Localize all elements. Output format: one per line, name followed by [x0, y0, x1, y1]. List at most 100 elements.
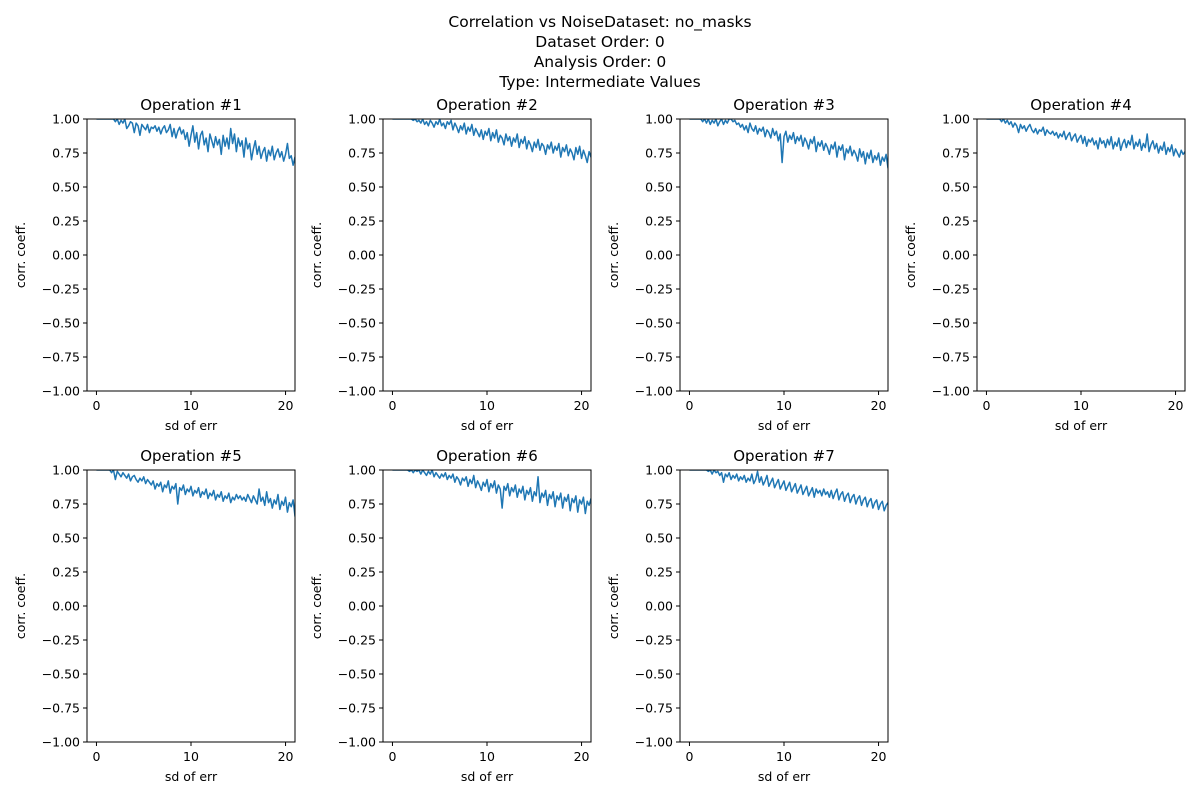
y-tick-label: 0.00	[348, 599, 376, 614]
y-tick-label: −0.50	[338, 667, 376, 682]
figure-title: Correlation vs NoiseDataset: no_masks Da…	[0, 12, 1200, 92]
y-tick-label: −1.00	[42, 384, 80, 399]
series-line-1	[96, 470, 295, 517]
y-tick-label: 0.50	[52, 531, 80, 546]
y-tick-label: 1.00	[348, 463, 376, 478]
y-tick-label: 0.25	[348, 214, 376, 229]
y-tick-label: −0.25	[635, 633, 673, 648]
axes-frame	[86, 469, 296, 743]
x-tick-label: 0	[685, 749, 693, 764]
y-axis-label: corr. coeff.	[903, 222, 918, 288]
x-tick-label: 20	[871, 749, 887, 764]
y-tick-label: 0.50	[348, 180, 376, 195]
y-tick-label: 1.00	[348, 112, 376, 127]
y-tick-label: −0.75	[42, 701, 80, 716]
y-tick-label: 0.75	[645, 146, 673, 161]
y-tick-label: −0.50	[42, 667, 80, 682]
x-tick-label: 10	[183, 749, 199, 764]
axes-frame	[679, 469, 889, 743]
y-tick-label: −0.25	[338, 282, 376, 297]
y-tick-label: −0.25	[42, 282, 80, 297]
axes-frame	[382, 469, 592, 743]
y-tick-label: 0.00	[645, 599, 673, 614]
y-tick-label: −0.50	[932, 316, 970, 331]
figure-title-line-3: Analysis Order: 0	[533, 53, 667, 71]
axes-frame	[86, 118, 296, 392]
y-tick-label: 0.00	[942, 248, 970, 263]
y-tick-label: −0.75	[635, 350, 673, 365]
series-line-1	[689, 470, 888, 512]
y-tick-label: 1.00	[645, 112, 673, 127]
y-axis-label: corr. coeff.	[606, 222, 621, 288]
y-tick-label: −0.25	[338, 633, 376, 648]
y-tick-label: 0.25	[942, 214, 970, 229]
y-axis-label: corr. coeff.	[13, 573, 28, 639]
y-tick-label: 0.25	[645, 565, 673, 580]
x-tick-label: 10	[776, 749, 792, 764]
y-tick-label: 0.50	[645, 180, 673, 195]
y-axis-label: corr. coeff.	[309, 573, 324, 639]
y-tick-label: 0.00	[52, 248, 80, 263]
x-axis-label: sd of err	[1055, 418, 1108, 433]
subplot-title: Operation #6	[436, 447, 538, 465]
x-tick-label: 0	[388, 749, 396, 764]
x-tick-label: 10	[1073, 398, 1089, 413]
series-line-1	[392, 119, 591, 164]
x-tick-label: 0	[388, 398, 396, 413]
y-tick-label: −1.00	[635, 735, 673, 750]
x-tick-label: 20	[574, 749, 590, 764]
subplot-title: Operation #3	[733, 96, 835, 114]
subplot-6: −1.00 −0.75 −0.50 −0.25 0.00 0.25 0.50 0.75 1.00…	[309, 447, 592, 784]
x-axis-label: sd of err	[165, 769, 218, 784]
y-axis-label: corr. coeff.	[606, 573, 621, 639]
y-tick-label: −0.75	[932, 350, 970, 365]
y-tick-label: 0.75	[52, 497, 80, 512]
x-tick-label: 20	[278, 398, 294, 413]
series-line-1	[689, 119, 888, 169]
series-line-1	[96, 119, 295, 166]
y-tick-label: −0.75	[338, 701, 376, 716]
figure-title-line-4: Type: Intermediate Values	[499, 73, 701, 91]
x-tick-label: 0	[92, 398, 100, 413]
subplot-3: −1.00 −0.75 −0.50 −0.25 0.00 0.25 0.50 0.75 1.00…	[606, 96, 889, 433]
x-axis-label: sd of err	[758, 769, 811, 784]
y-tick-label: 0.75	[942, 146, 970, 161]
y-tick-label: 0.75	[348, 497, 376, 512]
y-tick-label: 0.00	[348, 248, 376, 263]
y-tick-label: −0.25	[635, 282, 673, 297]
figure-title-line-2: Dataset Order: 0	[535, 33, 665, 51]
y-tick-label: −1.00	[635, 384, 673, 399]
y-tick-label: −0.25	[932, 282, 970, 297]
subplot-1: −1.00 −0.75 −0.50 −0.25 0.00 0.25 0.50 0.75 1.00…	[13, 96, 296, 433]
y-tick-label: 0.75	[645, 497, 673, 512]
x-tick-label: 0	[685, 398, 693, 413]
y-tick-label: 0.00	[52, 599, 80, 614]
y-tick-label: 0.25	[52, 565, 80, 580]
y-tick-label: 0.50	[942, 180, 970, 195]
subplot-title: Operation #2	[436, 96, 538, 114]
y-tick-label: −0.50	[635, 316, 673, 331]
x-tick-label: 20	[1168, 398, 1184, 413]
y-tick-label: −0.75	[42, 350, 80, 365]
y-tick-label: −0.50	[42, 316, 80, 331]
axes-frame	[976, 118, 1186, 392]
y-tick-label: 0.50	[348, 531, 376, 546]
x-axis-label: sd of err	[461, 418, 514, 433]
x-tick-label: 20	[871, 398, 887, 413]
subplot-5: −1.00 −0.75 −0.50 −0.25 0.00 0.25 0.50 0.75 1.00…	[13, 447, 296, 784]
y-tick-label: −0.25	[42, 633, 80, 648]
x-tick-label: 0	[982, 398, 990, 413]
y-tick-label: 0.50	[645, 531, 673, 546]
axes-frame	[382, 118, 592, 392]
figure-title-line-1: Correlation vs NoiseDataset: no_masks	[448, 13, 752, 31]
y-tick-label: −0.75	[338, 350, 376, 365]
x-tick-label: 10	[776, 398, 792, 413]
subplot-title: Operation #4	[1030, 96, 1132, 114]
y-tick-label: −0.50	[338, 316, 376, 331]
y-axis-label: corr. coeff.	[13, 222, 28, 288]
y-tick-label: −1.00	[932, 384, 970, 399]
y-tick-label: 0.25	[348, 565, 376, 580]
y-tick-label: 0.25	[645, 214, 673, 229]
